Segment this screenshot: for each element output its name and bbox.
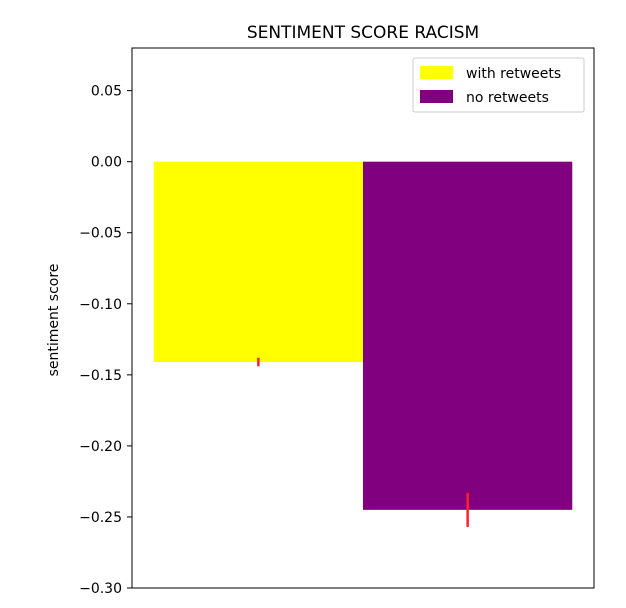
error-bars-layer	[257, 357, 469, 527]
legend-label-no-retweets: no retweets	[466, 90, 549, 106]
y-tick-label: −0.25	[79, 510, 122, 526]
y-tick-label: 0.05	[91, 84, 122, 100]
legend: with retweets no retweets	[412, 57, 585, 113]
y-tick-label: −0.15	[79, 368, 122, 384]
y-axis-label: sentiment score	[46, 264, 62, 377]
y-tick-label: 0.00	[91, 155, 122, 171]
legend-swatch-no-retweets	[420, 90, 453, 103]
y-tick-label: −0.10	[79, 297, 122, 313]
bars-layer	[153, 161, 573, 510]
y-tick-label: −0.05	[79, 226, 122, 242]
y-tick-label: −0.20	[79, 439, 122, 455]
plot-frame	[131, 47, 595, 589]
y-axis: 0.05 0.00 −0.05 −0.10 −0.15 −0.20 −0.25 −0.30	[79, 84, 132, 597]
y-tick-label: −0.30	[79, 581, 122, 597]
bar-no-retweets	[363, 161, 573, 510]
legend-label-with-retweets: with retweets	[466, 66, 561, 82]
legend-swatch-with-retweets	[420, 66, 453, 79]
bar-with-retweets	[153, 161, 363, 363]
chart-title: SENTIMENT SCORE RACISM	[247, 23, 479, 43]
legend-frame	[412, 57, 585, 113]
